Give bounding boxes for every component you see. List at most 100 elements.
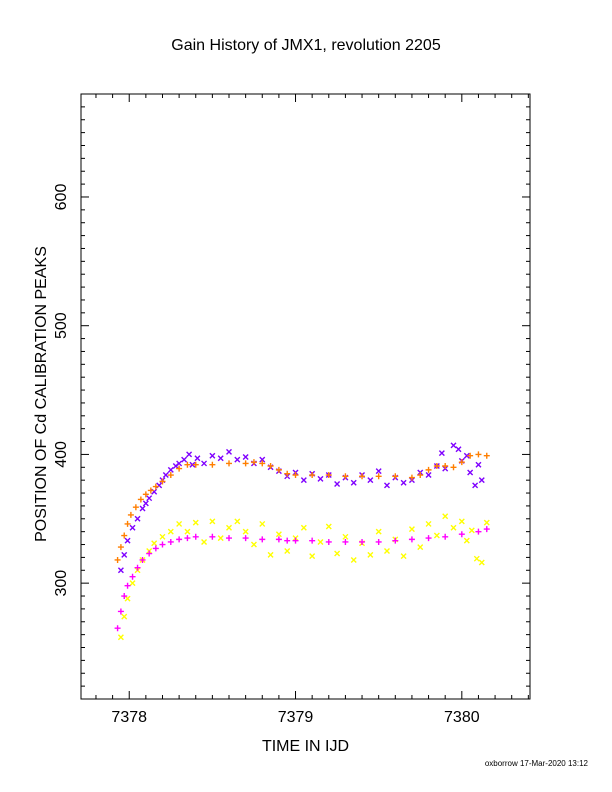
data-point (359, 473, 366, 480)
data-point (478, 559, 485, 566)
data-point (400, 479, 407, 486)
data-point (284, 537, 291, 544)
data-point (152, 545, 159, 552)
data-point (259, 456, 266, 463)
data-point (124, 520, 131, 527)
data-point (300, 524, 307, 531)
data-point (442, 533, 449, 540)
data-point (139, 556, 146, 563)
y-tick-label: 400 (53, 441, 70, 468)
data-point (468, 527, 475, 534)
data-point (425, 472, 432, 479)
data-point (259, 520, 266, 527)
data-point (334, 550, 341, 557)
data-point (475, 461, 482, 468)
data-point (267, 551, 274, 558)
data-point (226, 524, 232, 531)
data-point (127, 511, 134, 518)
data-point (317, 475, 324, 482)
data-point (242, 528, 249, 535)
data-point (209, 452, 216, 459)
data-point (433, 463, 440, 470)
data-point (259, 536, 266, 543)
x-axis-label: TIME IN IJD (261, 738, 350, 755)
data-point (234, 456, 241, 463)
data-point (325, 538, 332, 545)
data-point (142, 500, 149, 507)
data-point (375, 528, 382, 535)
y-tick-label: 500 (53, 312, 70, 339)
data-point (478, 477, 485, 484)
data-point (458, 459, 465, 466)
x-tick-label: 7379 (278, 709, 314, 726)
data-point (309, 537, 316, 544)
data-point (408, 536, 415, 543)
data-point (472, 482, 479, 489)
data-point (467, 452, 474, 459)
data-point (275, 536, 282, 543)
data-point (438, 450, 445, 457)
data-point (121, 593, 128, 600)
data-point (129, 580, 136, 587)
data-point (383, 482, 390, 489)
data-point (176, 536, 183, 543)
data-point (417, 544, 424, 551)
data-point (367, 551, 374, 558)
data-point (375, 468, 382, 475)
data-point (121, 532, 128, 539)
credit-stamp: oxborrow 17-Mar-2020 13:12 (484, 759, 588, 768)
data-point (475, 528, 482, 535)
data-point (184, 461, 191, 468)
data-point (250, 459, 257, 466)
data-point (359, 538, 366, 545)
data-point (137, 496, 144, 503)
x-tick-label: 7380 (444, 709, 480, 726)
data-point (194, 455, 201, 462)
data-point (367, 477, 374, 484)
data-point (184, 528, 191, 535)
data-point (392, 473, 399, 480)
data-point (284, 470, 291, 477)
data-point (134, 564, 141, 571)
data-point (121, 551, 128, 558)
data-point (284, 547, 291, 554)
data-point (124, 595, 131, 602)
data-point (121, 613, 128, 620)
data-point (132, 504, 139, 511)
data-point (342, 473, 349, 480)
data-point (124, 537, 131, 544)
data-point (433, 532, 440, 539)
data-point (114, 556, 121, 563)
data-point (475, 451, 482, 458)
data-point (181, 456, 188, 463)
data-point (201, 538, 208, 545)
series-2 (114, 451, 490, 563)
data-point (159, 541, 166, 548)
data-point (167, 528, 174, 535)
data-point (146, 495, 153, 502)
data-point (483, 526, 490, 533)
data-point (383, 547, 390, 554)
data-point (139, 505, 146, 512)
data-point (242, 535, 249, 542)
data-point (392, 537, 399, 544)
data-point (442, 463, 449, 470)
data-point (189, 461, 196, 468)
data-point (217, 455, 224, 462)
data-point (226, 448, 232, 455)
data-point (309, 472, 316, 479)
data-point (134, 515, 141, 522)
data-point (117, 544, 124, 551)
data-point (334, 481, 341, 488)
data-point (408, 474, 415, 481)
series-1 (117, 442, 485, 574)
data-point (117, 567, 124, 574)
data-point (142, 491, 149, 498)
data-point (375, 473, 382, 480)
series-3 (117, 513, 490, 641)
data-point (162, 472, 169, 479)
y-tick-label: 600 (53, 184, 70, 211)
data-point (167, 538, 174, 545)
data-point (473, 555, 480, 562)
data-point (192, 519, 199, 526)
